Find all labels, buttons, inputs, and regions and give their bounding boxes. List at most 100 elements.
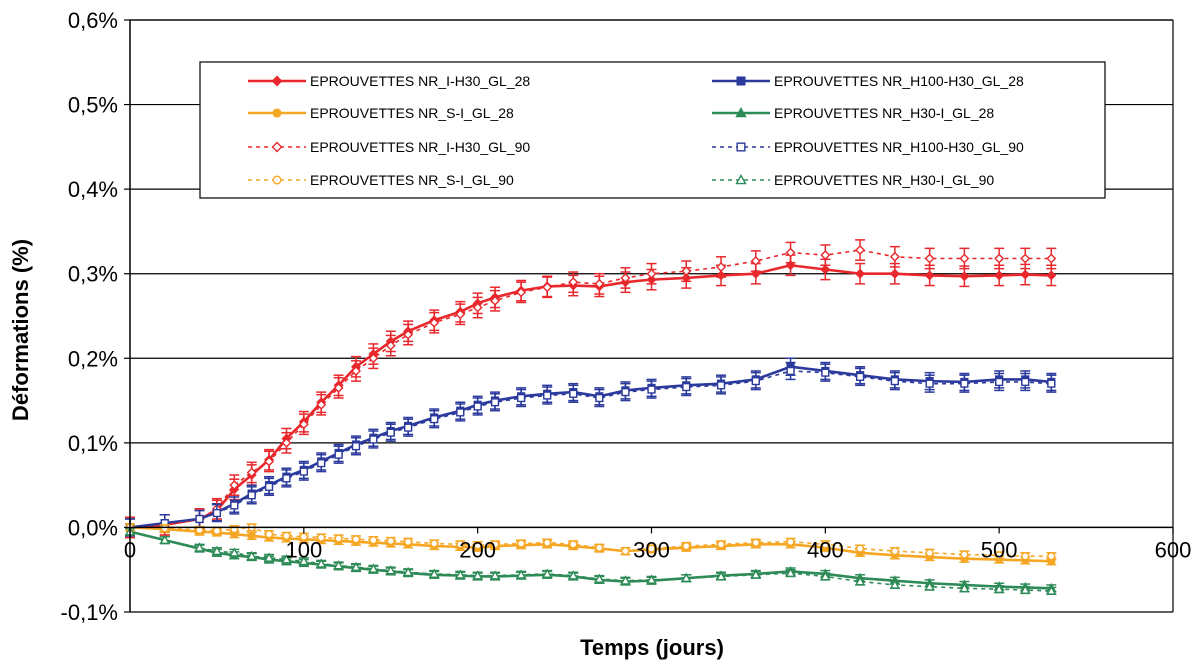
- x-tick-label: 600: [1155, 537, 1192, 562]
- data-point: [621, 388, 630, 397]
- data-point: [246, 550, 257, 561]
- data-point: [282, 531, 291, 540]
- data-point: [959, 582, 970, 593]
- legend-item: EPROUVETTES NR_I-H30_GL_90: [248, 139, 530, 155]
- data-point: [350, 365, 361, 376]
- data-point: [785, 567, 796, 577]
- y-tick-label: 0,6%: [68, 8, 118, 33]
- data-point: [271, 75, 283, 87]
- y-axis-title: Déformations (%): [8, 239, 33, 421]
- legend-label: EPROUVETTES NR_H100-H30_GL_28: [774, 73, 1024, 89]
- data-point: [263, 552, 275, 562]
- data-point: [386, 536, 395, 546]
- data-point: [682, 382, 691, 392]
- legend-item: EPROUVETTES NR_H30-I_GL_28: [712, 105, 994, 121]
- data-point: [716, 261, 727, 272]
- data-point: [542, 568, 553, 578]
- data-point: [247, 491, 256, 500]
- data-point: [247, 531, 256, 540]
- data-point: [490, 398, 500, 407]
- data-point: [334, 534, 343, 543]
- data-point: [595, 393, 604, 403]
- data-point: [594, 573, 605, 583]
- data-point: [404, 537, 413, 546]
- data-point: [473, 402, 482, 411]
- data-point: [820, 250, 831, 261]
- data-point: [429, 568, 440, 578]
- data-point: [1046, 585, 1057, 595]
- data-point: [569, 389, 578, 398]
- data-point: [751, 377, 760, 386]
- data-point: [369, 536, 378, 545]
- data-point: [1046, 270, 1057, 281]
- data-point: [1021, 552, 1030, 561]
- data-point: [786, 537, 795, 546]
- data-point: [735, 107, 747, 118]
- data-point: [456, 540, 465, 549]
- legend: EPROUVETTES NR_I-H30_GL_28 EPROUVETTES NR…: [199, 61, 1106, 199]
- data-point: [681, 572, 692, 583]
- data-point: [351, 535, 361, 544]
- data-point: [402, 566, 414, 577]
- data-point: [854, 576, 866, 586]
- data-point: [994, 270, 1005, 281]
- data-point: [568, 570, 579, 580]
- legend-item: EPROUVETTES NR_I-H30_GL_28: [248, 73, 530, 89]
- data-point: [595, 543, 604, 552]
- data-point: [1047, 379, 1056, 388]
- series-8: [124, 526, 1057, 595]
- y-tick-label: 0,1%: [68, 431, 118, 456]
- data-point: [334, 450, 343, 459]
- data-point: [516, 287, 527, 298]
- data-point: [350, 561, 362, 572]
- data-point: [316, 399, 327, 410]
- data-point: [1047, 552, 1056, 561]
- data-point: [716, 540, 726, 549]
- data-point: [889, 579, 901, 589]
- data-point: [272, 175, 282, 185]
- data-point: [716, 381, 726, 390]
- data-point: [404, 423, 413, 432]
- data-point: [403, 329, 414, 340]
- data-point: [543, 538, 552, 547]
- x-tick-label: 400: [807, 537, 844, 562]
- data-point: [317, 533, 326, 542]
- series-5: [125, 239, 1057, 539]
- legend-box: [199, 61, 1106, 199]
- data-point: [385, 565, 396, 575]
- data-point: [960, 550, 969, 559]
- data-point: [855, 245, 866, 256]
- data-point: [230, 501, 239, 510]
- data-point: [924, 270, 935, 281]
- data-point: [455, 569, 466, 579]
- data-point: [272, 108, 282, 118]
- legend-label: EPROUVETTES NR_H30-I_GL_90: [774, 172, 994, 188]
- data-point: [298, 555, 310, 566]
- legend-item: EPROUVETTES NR_H100-H30_GL_90: [712, 139, 1024, 155]
- data-point: [159, 534, 170, 545]
- data-point: [386, 428, 395, 437]
- data-point: [316, 558, 327, 568]
- x-tick-label: 300: [633, 537, 670, 562]
- data-point: [264, 530, 274, 539]
- data-point: [715, 571, 727, 581]
- data-point: [750, 569, 761, 579]
- data-point: [282, 474, 291, 483]
- axes: -0,1% 0,0% 0,1% 0,2% 0,3% 0,4% 0,5% 0,6% 0 100 200…: [61, 8, 1192, 625]
- data-point: [489, 570, 501, 580]
- data-point: [646, 268, 657, 279]
- x-axis-title: Temps (jours): [580, 635, 724, 660]
- data-point: [820, 571, 831, 581]
- data-point: [736, 76, 746, 86]
- data-point: [995, 377, 1004, 387]
- series-7: [125, 523, 1057, 561]
- data-point: [786, 366, 795, 376]
- data-point: [543, 391, 552, 400]
- data-point: [542, 282, 553, 293]
- data-point: [195, 514, 204, 524]
- data-point: [890, 547, 899, 556]
- legend-label: EPROUVETTES NR_H100-H30_GL_90: [774, 139, 1024, 155]
- y-tick-label: 0,5%: [68, 93, 118, 118]
